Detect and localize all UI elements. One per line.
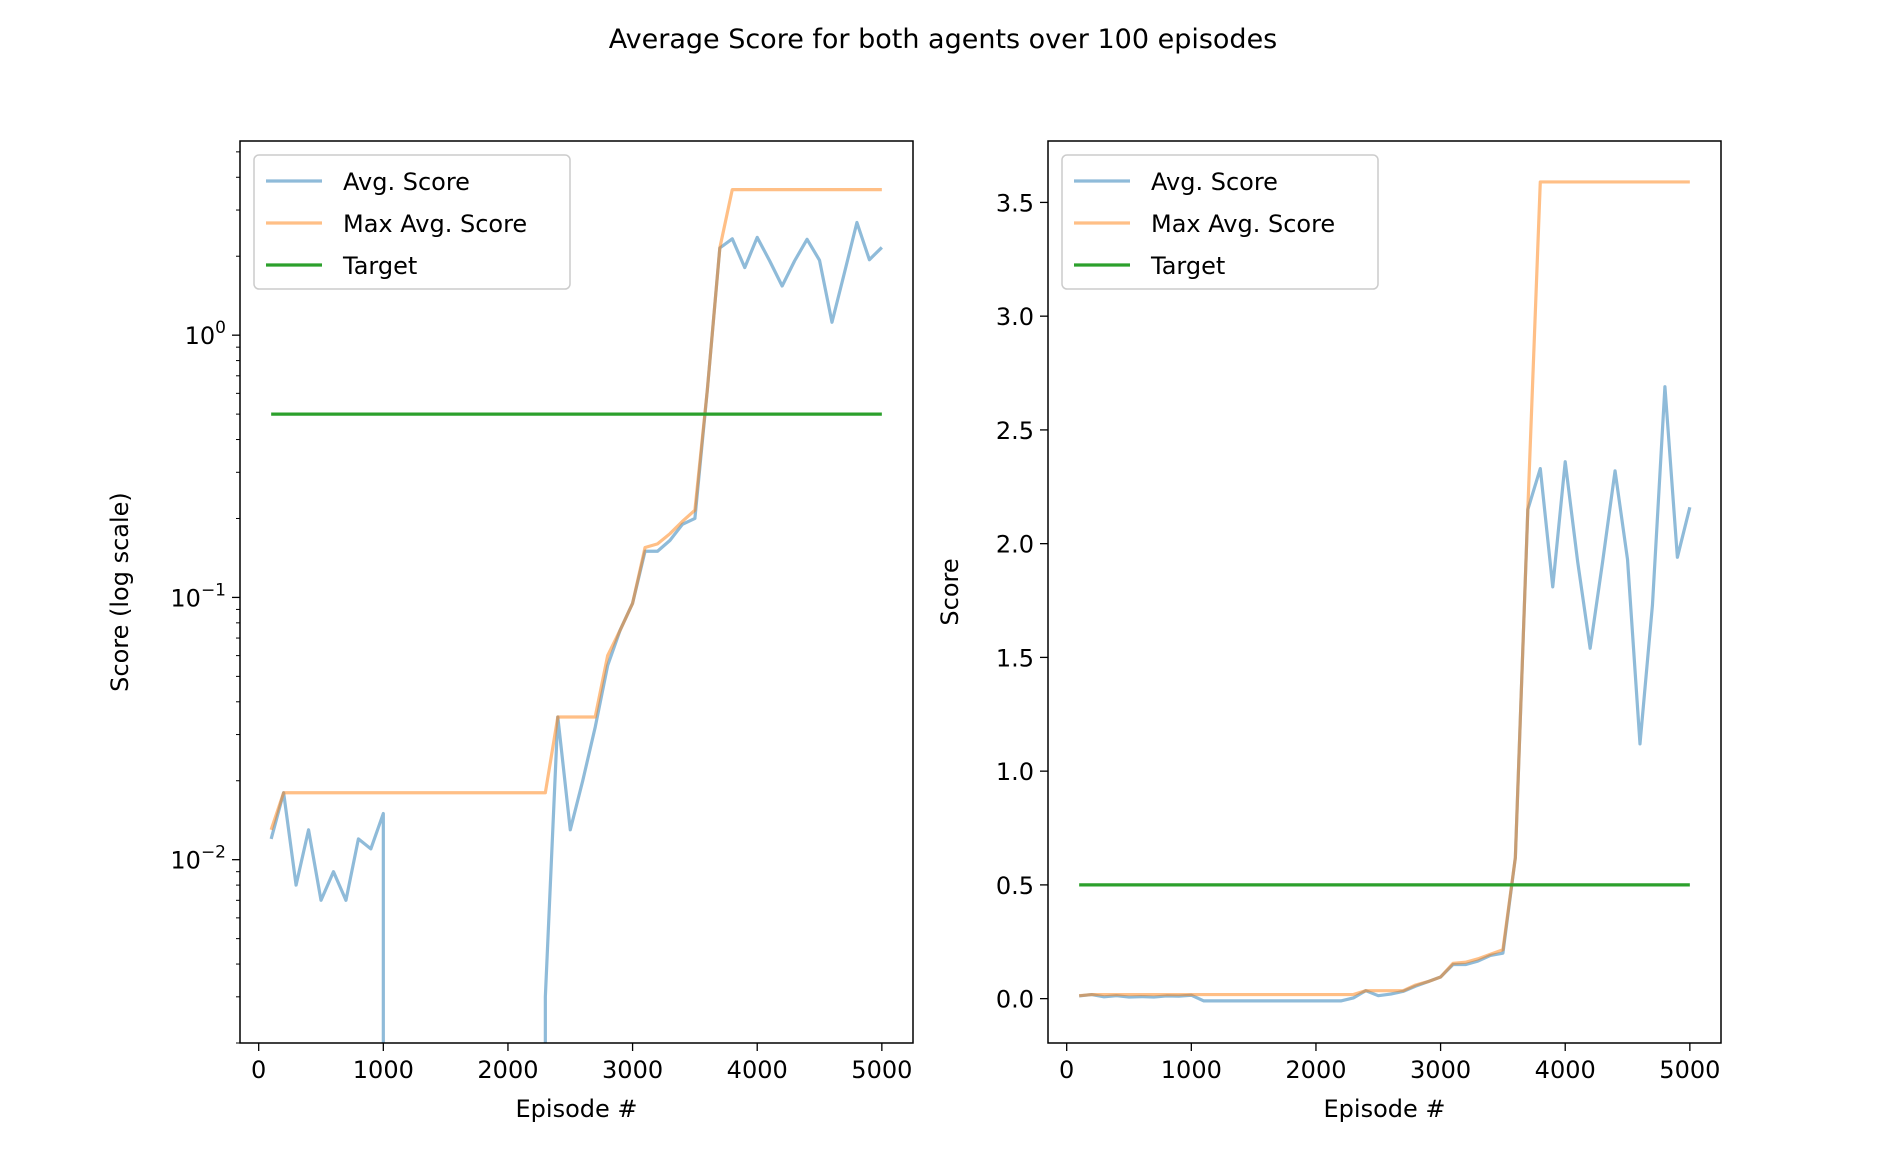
x-tick-label: 2000: [477, 1056, 538, 1084]
legend-entry: Avg. Score: [1151, 168, 1278, 196]
plot-frame: [1047, 140, 1722, 1044]
chart-linear-scale: 0 1000 2000 3000 4000 5000 0.0 0.5 1.0 1.5 2.0 2.5 3…: [936, 140, 1722, 1123]
legend-entry: Max Avg. Score: [343, 210, 527, 238]
plot-frame: [239, 140, 914, 1044]
x-tick-label: 0: [251, 1056, 266, 1084]
x-tick-label: 0: [1059, 1056, 1074, 1084]
y-axis-label: Score: [936, 558, 964, 625]
plot-area: [269, 187, 883, 1043]
legend-box: [1061, 154, 1379, 290]
legend-box: [253, 154, 571, 290]
x-tick-label: 1000: [1161, 1056, 1222, 1084]
y-tick-label: 10−2: [170, 843, 226, 875]
series-line-max-avg-score: [1079, 180, 1690, 998]
y-tick-label: 3.5: [996, 189, 1034, 217]
x-axis-label: Episode #: [1324, 1095, 1446, 1123]
figure-title: Average Score for both agents over 100 e…: [609, 24, 1278, 55]
y-tick-label: 3.0: [996, 303, 1034, 331]
x-tick-label: 4000: [1535, 1056, 1596, 1084]
legend-entry: Avg. Score: [343, 168, 470, 196]
y-tick-label: 1.0: [996, 758, 1034, 786]
x-tick-label: 5000: [851, 1056, 912, 1084]
y-axis-label: Score (log scale): [106, 492, 134, 692]
y-tick-label: 2.0: [996, 531, 1034, 559]
legend: Avg. Score Max Avg. Score Target: [253, 154, 571, 290]
y-tick-label: 100: [185, 318, 226, 350]
x-tick-label: 4000: [727, 1056, 788, 1084]
y-tick-label: 0.0: [996, 986, 1034, 1014]
legend: Avg. Score Max Avg. Score Target: [1061, 154, 1379, 290]
x-tick-label: 3000: [602, 1056, 663, 1084]
x-tick-label: 3000: [1410, 1056, 1471, 1084]
legend-entry: Max Avg. Score: [1151, 210, 1335, 238]
y-tick-label: 2.5: [996, 417, 1034, 445]
x-tick-label: 5000: [1659, 1056, 1720, 1084]
x-tick-label: 1000: [353, 1056, 414, 1084]
legend-entry: Target: [1150, 252, 1225, 280]
x-tick-label: 2000: [1285, 1056, 1346, 1084]
plot-area: [1078, 180, 1692, 1003]
chart-log-scale: 0 1000 2000 3000 4000 5000 10−2 10−1 100 Episode …: [106, 140, 914, 1123]
series-line-max-avg-score: [269, 187, 882, 831]
legend-entry: Target: [342, 252, 417, 280]
y-tick-label: 10−1: [170, 580, 226, 612]
x-axis-label: Episode #: [516, 1095, 638, 1123]
y-tick-label: 1.5: [996, 644, 1034, 672]
y-tick-label: 0.5: [996, 872, 1034, 900]
